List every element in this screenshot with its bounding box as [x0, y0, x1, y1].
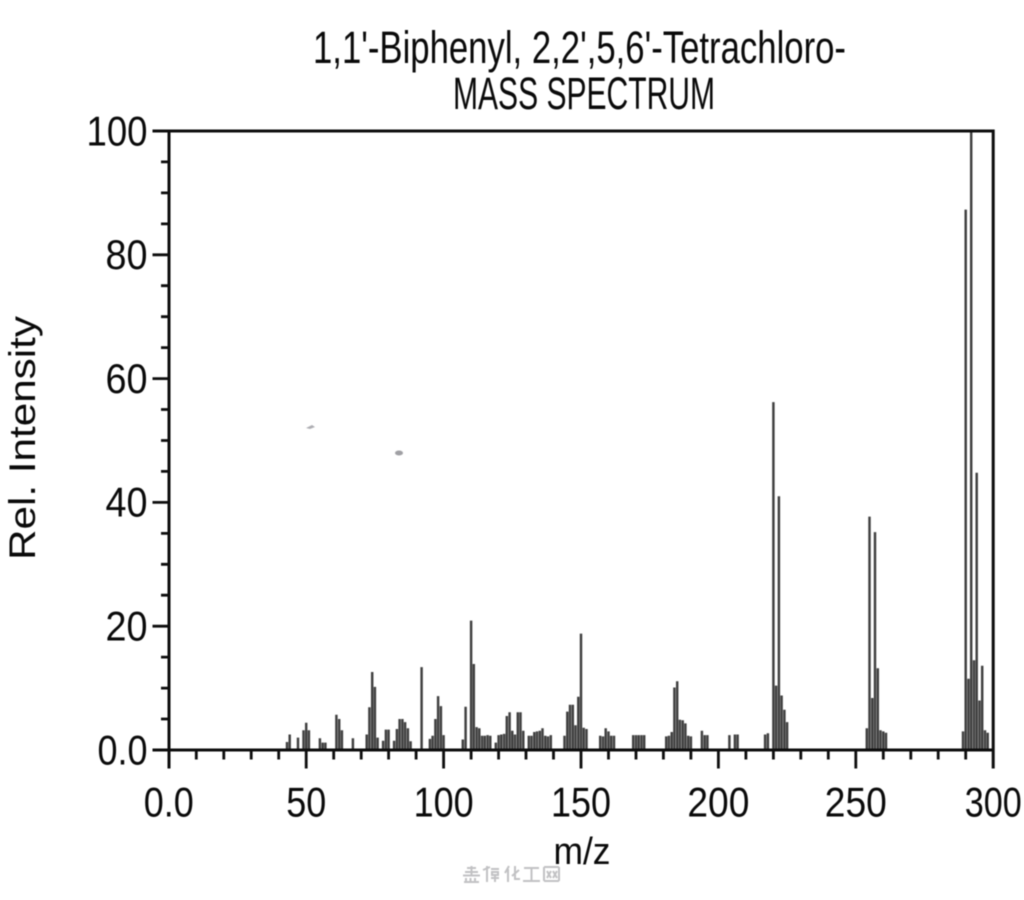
svg-text:150: 150 — [551, 779, 611, 826]
svg-text:200: 200 — [687, 779, 749, 826]
svg-text:Rel. Intensity: Rel. Intensity — [2, 315, 43, 560]
svg-text:40: 40 — [106, 479, 148, 526]
svg-text:m/z: m/z — [554, 831, 611, 873]
svg-text:MASS SPECTRUM: MASS SPECTRUM — [453, 68, 715, 119]
svg-text:60: 60 — [106, 355, 148, 402]
svg-text:80: 80 — [106, 231, 148, 278]
svg-text:0.0: 0.0 — [144, 779, 194, 826]
svg-text:50: 50 — [286, 779, 326, 826]
svg-text:0.0: 0.0 — [98, 726, 148, 773]
svg-text:1,1'-Biphenyl, 2,2',5,6'-Tetra: 1,1'-Biphenyl, 2,2',5,6'-Tetrachloro- — [313, 22, 846, 73]
svg-text:100: 100 — [414, 779, 474, 826]
svg-text:20: 20 — [106, 603, 148, 650]
svg-text:300: 300 — [965, 779, 1022, 826]
svg-text:100: 100 — [87, 107, 148, 154]
svg-text:250: 250 — [825, 779, 887, 826]
